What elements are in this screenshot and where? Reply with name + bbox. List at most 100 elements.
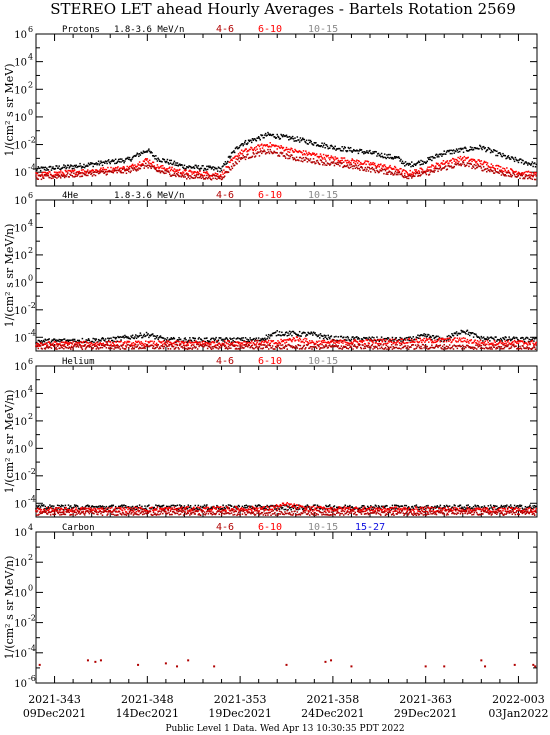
data-point	[142, 150, 145, 152]
data-point	[42, 505, 44, 507]
data-point	[38, 174, 40, 177]
data-point	[338, 342, 340, 344]
data-point	[259, 343, 261, 346]
data-point	[351, 151, 353, 153]
data-point	[252, 139, 255, 142]
data-point	[389, 506, 391, 509]
data-point	[344, 339, 347, 341]
data-point	[393, 342, 396, 344]
data-point	[149, 335, 152, 337]
data-point	[84, 510, 87, 513]
data-point	[325, 504, 327, 507]
data-point	[483, 338, 486, 340]
data-point	[420, 167, 422, 170]
data-point	[268, 507, 271, 509]
data-point	[233, 151, 236, 154]
data-point	[501, 340, 503, 342]
data-point	[421, 343, 424, 346]
data-point	[266, 346, 268, 348]
data-point	[107, 507, 109, 510]
data-point	[480, 335, 483, 338]
data-point	[517, 339, 520, 341]
data-point	[388, 157, 391, 159]
data-point	[351, 506, 353, 508]
data-point	[407, 175, 409, 178]
data-point	[170, 337, 173, 339]
data-point	[233, 157, 235, 159]
data-point	[44, 505, 47, 508]
data-point	[72, 176, 74, 178]
data-point	[514, 171, 517, 173]
data-point	[199, 505, 202, 508]
data-point	[61, 175, 64, 177]
data-point	[376, 507, 379, 509]
data-point	[119, 340, 122, 343]
data-point	[124, 511, 127, 513]
data-point	[518, 159, 520, 161]
data-point	[192, 337, 194, 339]
data-point	[484, 340, 486, 343]
data-point	[107, 170, 109, 173]
data-point	[102, 167, 105, 169]
data-point	[243, 506, 245, 509]
data-point	[411, 506, 413, 508]
data-point	[483, 160, 486, 163]
data-point	[57, 340, 60, 342]
data-point	[166, 505, 169, 508]
data-point	[191, 507, 193, 510]
data-point	[419, 334, 422, 337]
data-point	[488, 147, 490, 150]
data-point	[457, 332, 459, 335]
data-point	[498, 152, 500, 154]
plot-frame	[35, 365, 538, 518]
data-point	[278, 344, 280, 346]
data-point	[192, 166, 194, 169]
data-point	[409, 336, 411, 338]
data-point	[379, 154, 381, 156]
data-point	[257, 337, 260, 339]
data-point	[162, 170, 164, 173]
data-point	[520, 173, 523, 175]
data-point	[244, 504, 246, 507]
data-point	[520, 340, 523, 343]
data-point	[476, 504, 479, 507]
data-point	[143, 346, 145, 349]
data-point	[83, 507, 86, 509]
data-point	[206, 168, 209, 171]
data-point	[46, 344, 49, 346]
data-point	[460, 340, 462, 343]
data-point	[314, 346, 316, 348]
data-point	[112, 160, 115, 163]
data-point	[327, 334, 329, 337]
data-point	[436, 156, 439, 158]
data-point	[73, 172, 75, 175]
data-point	[475, 164, 477, 167]
data-point	[444, 338, 446, 341]
data-point	[102, 170, 105, 173]
data-point	[205, 505, 207, 508]
data-point	[172, 169, 174, 172]
data-point	[99, 505, 101, 507]
data-point	[58, 504, 60, 507]
data-point	[437, 170, 439, 173]
data-point	[277, 135, 279, 138]
data-point	[144, 165, 146, 167]
data-point	[229, 168, 231, 171]
data-point	[482, 347, 484, 350]
data-point	[122, 507, 125, 510]
data-point	[125, 172, 128, 175]
data-point	[58, 171, 60, 173]
data-point	[504, 505, 507, 507]
data-point	[428, 166, 431, 168]
data-point	[370, 505, 372, 507]
data-point	[214, 177, 217, 180]
data-point	[129, 509, 132, 511]
data-point	[263, 507, 265, 509]
data-point	[89, 341, 91, 344]
data-point	[281, 344, 284, 346]
data-point	[353, 339, 356, 341]
data-point	[355, 150, 357, 152]
y-axis-label: 1/(cm² s sr MeV/n)	[3, 224, 16, 328]
data-point	[294, 347, 296, 350]
data-point	[237, 153, 240, 155]
